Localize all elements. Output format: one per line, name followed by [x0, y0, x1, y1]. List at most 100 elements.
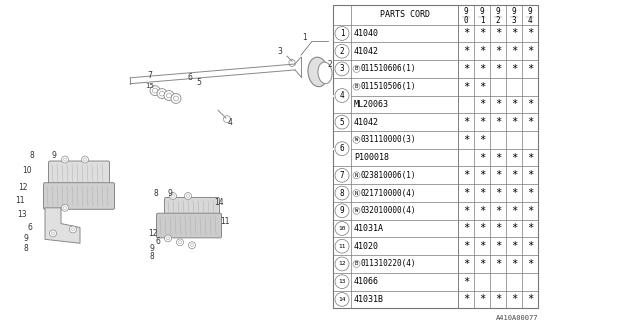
Text: B: B: [355, 84, 358, 89]
Circle shape: [335, 27, 349, 40]
Text: *: *: [495, 259, 501, 269]
Text: 031110000(3): 031110000(3): [360, 135, 416, 144]
Text: 13: 13: [339, 279, 346, 284]
Text: *: *: [511, 294, 517, 304]
Text: 9: 9: [168, 188, 173, 197]
Text: *: *: [463, 206, 469, 216]
Text: *: *: [479, 294, 485, 304]
Text: 023810006(1): 023810006(1): [360, 171, 416, 180]
Text: 9: 9: [52, 151, 57, 160]
Bar: [333, 5, 538, 308]
Text: 9: 9: [480, 7, 484, 16]
Circle shape: [83, 158, 86, 161]
Text: 7: 7: [147, 71, 152, 80]
Text: *: *: [463, 294, 469, 304]
Circle shape: [70, 226, 77, 233]
Text: *: *: [527, 100, 533, 109]
Text: *: *: [511, 153, 517, 163]
Circle shape: [164, 235, 172, 242]
Text: 2: 2: [340, 47, 344, 56]
Text: 13: 13: [17, 210, 27, 219]
Text: 9: 9: [496, 7, 500, 16]
Circle shape: [63, 158, 67, 161]
Circle shape: [152, 88, 157, 93]
Circle shape: [177, 239, 184, 246]
Text: N: N: [355, 190, 358, 196]
Text: *: *: [495, 294, 501, 304]
Text: 5: 5: [196, 78, 201, 87]
Text: 11: 11: [15, 196, 24, 205]
Text: 41020: 41020: [354, 242, 379, 251]
Text: 11: 11: [220, 217, 230, 226]
Text: *: *: [495, 241, 501, 251]
Circle shape: [335, 204, 349, 218]
Text: 6: 6: [156, 237, 161, 246]
Text: *: *: [511, 117, 517, 127]
Text: *: *: [511, 223, 517, 234]
Circle shape: [353, 83, 360, 90]
Text: 9: 9: [150, 244, 155, 253]
Circle shape: [335, 221, 349, 236]
Text: *: *: [511, 170, 517, 180]
Circle shape: [157, 89, 167, 99]
Text: 6: 6: [340, 144, 344, 153]
Text: *: *: [495, 223, 501, 234]
Circle shape: [189, 242, 195, 249]
Text: *: *: [511, 64, 517, 74]
Text: 5: 5: [340, 118, 344, 127]
Text: 10: 10: [339, 226, 346, 231]
Circle shape: [353, 260, 360, 268]
Text: *: *: [527, 28, 533, 38]
Text: *: *: [511, 46, 517, 56]
Circle shape: [353, 189, 360, 196]
Text: 15: 15: [145, 83, 154, 89]
Circle shape: [170, 193, 177, 199]
Text: N: N: [355, 173, 358, 178]
FancyBboxPatch shape: [49, 161, 109, 186]
Text: *: *: [463, 135, 469, 145]
Circle shape: [335, 275, 349, 289]
Text: *: *: [511, 28, 517, 38]
Text: W: W: [355, 208, 358, 213]
Text: *: *: [527, 64, 533, 74]
Text: *: *: [479, 241, 485, 251]
Circle shape: [166, 237, 170, 240]
Text: 4: 4: [228, 118, 233, 127]
Text: *: *: [479, 170, 485, 180]
Text: 9: 9: [528, 7, 532, 16]
Ellipse shape: [308, 57, 328, 87]
Text: 1: 1: [340, 29, 344, 38]
Text: 8: 8: [24, 244, 29, 253]
Text: *: *: [495, 64, 501, 74]
Text: A410A00077: A410A00077: [495, 315, 538, 320]
Text: 021710000(4): 021710000(4): [360, 188, 416, 197]
Text: *: *: [463, 82, 469, 92]
Text: *: *: [495, 153, 501, 163]
Text: *: *: [511, 241, 517, 251]
Text: *: *: [463, 241, 469, 251]
Text: *: *: [479, 100, 485, 109]
Text: 41066: 41066: [354, 277, 379, 286]
Text: 9: 9: [24, 234, 29, 243]
Text: *: *: [479, 206, 485, 216]
Text: 3: 3: [277, 47, 282, 56]
Text: 9: 9: [464, 7, 468, 16]
Circle shape: [335, 168, 349, 182]
Text: *: *: [527, 206, 533, 216]
Text: *: *: [463, 117, 469, 127]
Text: 2: 2: [328, 60, 333, 68]
Text: P100018: P100018: [354, 153, 389, 162]
Text: *: *: [511, 188, 517, 198]
Text: *: *: [463, 28, 469, 38]
Circle shape: [63, 206, 67, 209]
Text: 011510506(1): 011510506(1): [360, 82, 416, 91]
Text: *: *: [527, 223, 533, 234]
Text: 12: 12: [339, 261, 346, 267]
Text: 032010000(4): 032010000(4): [360, 206, 416, 215]
Text: *: *: [527, 46, 533, 56]
Text: 1: 1: [302, 33, 307, 42]
Text: *: *: [463, 64, 469, 74]
Circle shape: [81, 156, 88, 163]
Circle shape: [335, 142, 349, 156]
Text: 4: 4: [340, 91, 344, 100]
